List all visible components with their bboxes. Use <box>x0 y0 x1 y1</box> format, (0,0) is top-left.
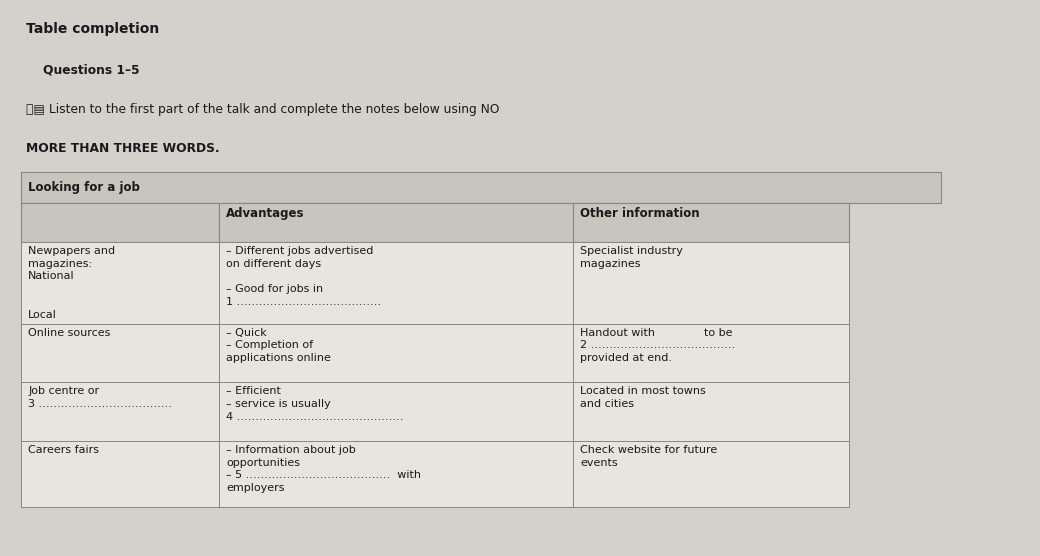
Text: – Efficient
– service is usually
4 ………………………………………: – Efficient – service is usually 4 ……………… <box>226 386 404 422</box>
Text: – Information about job
opportunities
– 5 …………………………………  with
employers: – Information about job opportunities – … <box>226 445 421 493</box>
Text: Check website for future
events: Check website for future events <box>580 445 718 468</box>
Text: Looking for a job: Looking for a job <box>28 181 140 194</box>
Text: ⓘ▤ Listen to the first part of the talk and complete the notes below using NO: ⓘ▤ Listen to the first part of the talk … <box>26 103 499 116</box>
Text: Newpapers and
magazines:
National


Local: Newpapers and magazines: National Local <box>28 246 115 320</box>
Text: Job centre or
3 ………………………………: Job centre or 3 ……………………………… <box>28 386 172 409</box>
Text: Handout with              to be
2 …………………………………
provided at end.: Handout with to be 2 ………………………………… provi… <box>580 327 735 363</box>
Text: MORE THAN THREE WORDS.: MORE THAN THREE WORDS. <box>26 142 219 155</box>
Text: – Quick
– Completion of
applications online: – Quick – Completion of applications onl… <box>226 327 331 363</box>
Text: Advantages: Advantages <box>226 207 305 220</box>
Text: Online sources: Online sources <box>28 327 110 337</box>
Text: Table completion: Table completion <box>26 22 159 36</box>
Text: – Different jobs advertised
on different days

– Good for jobs in
1 ………………………………: – Different jobs advertised on different… <box>226 246 381 307</box>
Text: Other information: Other information <box>580 207 700 220</box>
Text: Careers fairs: Careers fairs <box>28 445 99 455</box>
Text: Specialist industry
magazines: Specialist industry magazines <box>580 246 683 269</box>
Text: Located in most towns
and cities: Located in most towns and cities <box>580 386 706 409</box>
Text: Questions 1–5: Questions 1–5 <box>26 64 139 77</box>
